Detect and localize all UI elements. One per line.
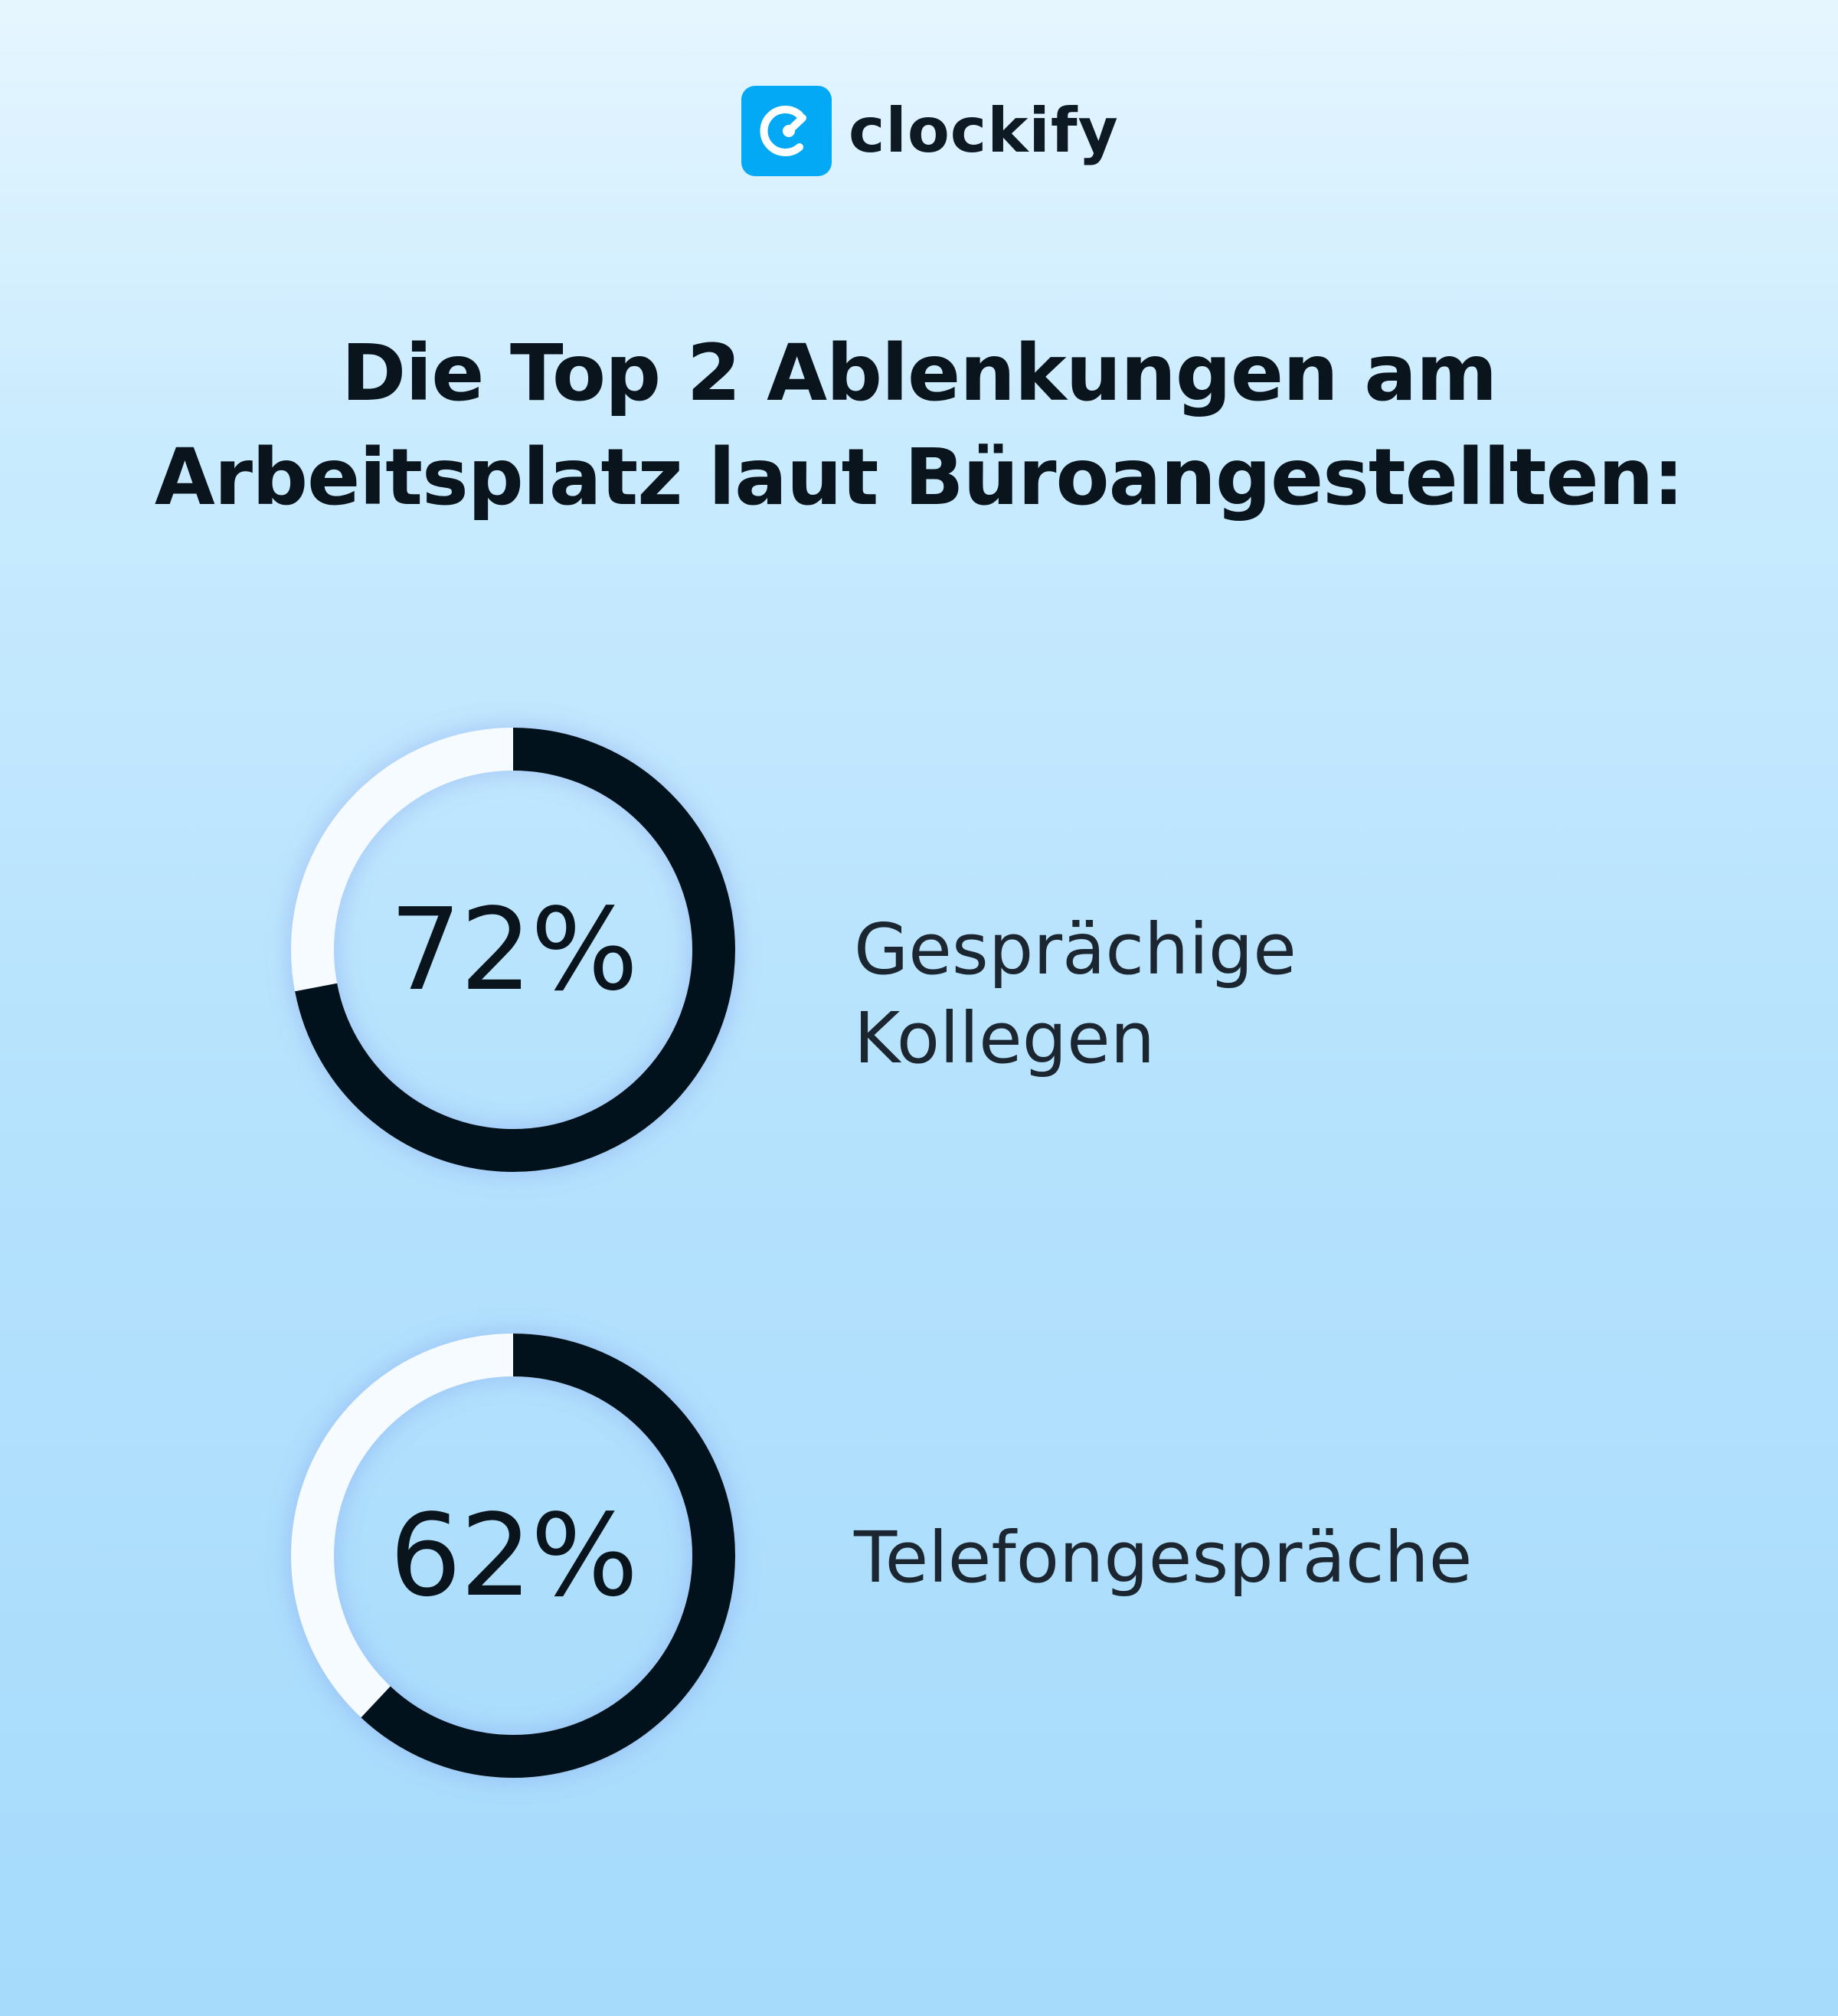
brand-logo: clockify [741, 86, 1119, 176]
donut-value-label-1: 72% [389, 884, 639, 1016]
brand-name: clockify [849, 95, 1119, 166]
donut-arc-1 [291, 728, 735, 1172]
donut-svg-2 [287, 1330, 739, 1782]
category-label-1-line-1: Gesprächige [854, 908, 1297, 990]
donut-chart-1: 72% [276, 712, 751, 1187]
chart-title: Die Top 2 Ablenkungen am Arbeitsplatz la… [61, 322, 1777, 530]
clockify-logo-icon [741, 86, 832, 176]
category-label-2-line-1: Telefongespräche [854, 1517, 1473, 1599]
donut-chart-2: 62% [276, 1318, 751, 1793]
donut-svg-1 [287, 724, 739, 1176]
category-label-1-line-2: Kollegen [854, 997, 1156, 1079]
chart-title-line-2: Arbeitsplatz laut Büroangestellten: [154, 432, 1684, 523]
chart-title-line-1: Die Top 2 Ablenkungen am [341, 328, 1498, 419]
category-label-2: Telefongespräche [854, 1514, 1472, 1602]
donut-value-label-2: 62% [389, 1490, 639, 1622]
donut-arc-2 [291, 1334, 735, 1778]
category-label-1: Gesprächige Kollegen [854, 905, 1297, 1083]
